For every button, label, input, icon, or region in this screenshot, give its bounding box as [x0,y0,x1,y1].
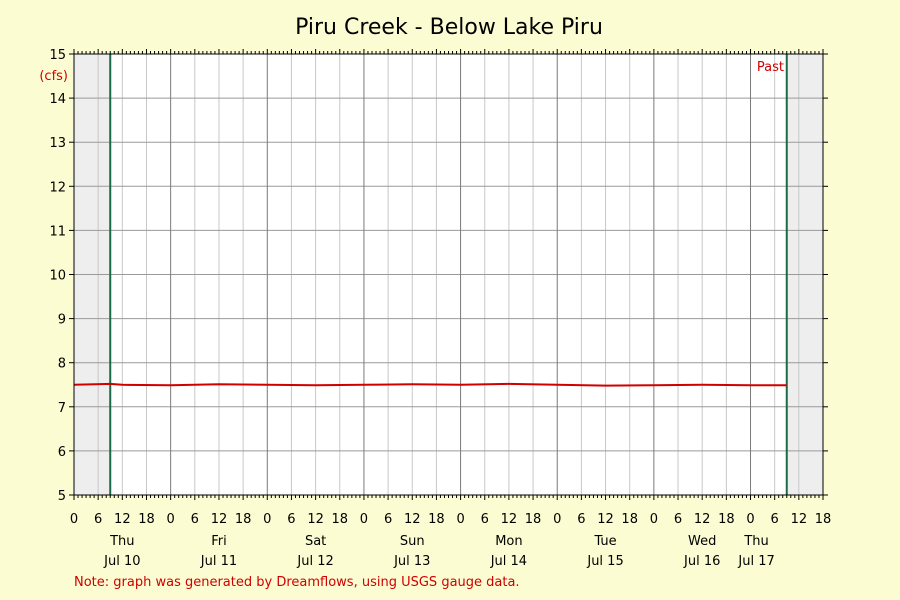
x-hour-label: 6 [577,512,585,527]
x-hour-label: 12 [211,512,228,527]
x-hour-label: 18 [718,512,735,527]
y-tick-label: 14 [49,92,66,107]
chart-title: Piru Creek - Below Lake Piru [295,15,603,40]
x-hour-label: 12 [694,512,711,527]
x-hour-label: 6 [94,512,102,527]
x-hour-label: 18 [235,512,252,527]
x-hour-label: 12 [597,512,614,527]
x-hour-label: 12 [114,512,131,527]
x-date-label: Jul 14 [490,554,527,569]
x-weekday-label: Sun [400,534,425,549]
y-unit-label: (cfs) [39,69,68,84]
x-hour-label: 0 [167,512,175,527]
x-hour-label: 0 [70,512,78,527]
x-hour-label: 6 [384,512,392,527]
x-hour-label: 0 [746,512,754,527]
x-hour-label: 18 [525,512,542,527]
chart-note: Note: graph was generated by Dreamflows,… [74,575,520,590]
series-line-0 [73,382,787,387]
y-tick-label: 5 [58,489,66,504]
x-hour-label: 6 [481,512,489,527]
y-tick-label: 11 [49,224,66,239]
x-hour-label: 0 [650,512,658,527]
x-hour-label: 18 [138,512,155,527]
x-weekday-label: Thu [109,534,134,549]
x-date-label: Jul 16 [683,554,720,569]
y-tick-label: 13 [49,136,66,151]
past-label: Past [757,60,784,75]
x-hour-label: 18 [428,512,445,527]
x-hour-label: 0 [456,512,464,527]
x-weekday-label: Fri [211,534,227,549]
x-hour-label: 6 [191,512,199,527]
y-tick-label: 12 [49,180,66,195]
x-hour-label: 12 [501,512,518,527]
y-tick-label: 9 [58,313,66,328]
x-hour-label: 18 [332,512,349,527]
y-tick-label: 10 [49,269,66,284]
x-date-label: Jul 17 [737,554,774,569]
x-hour-label: 18 [815,512,832,527]
y-tick-label: 8 [58,357,66,372]
x-weekday-label: Tue [593,534,616,549]
y-tick-label: 15 [49,48,66,63]
x-hour-label: 12 [791,512,808,527]
x-hour-label: 6 [674,512,682,527]
x-date-label: Jul 12 [296,554,333,569]
x-hour-label: 12 [404,512,421,527]
x-weekday-label: Thu [743,534,768,549]
y-tick-label: 7 [58,401,66,416]
x-weekday-label: Sat [305,534,326,549]
x-weekday-label: Wed [688,534,716,549]
x-date-label: Jul 15 [586,554,623,569]
x-date-label: Jul 13 [393,554,430,569]
x-hour-label: 0 [263,512,271,527]
x-hour-label: 6 [287,512,295,527]
x-date-label: Jul 11 [200,554,237,569]
x-hour-label: 0 [553,512,561,527]
plot-area: 5 6 7 8 9 10 11 12 13 14 15 0 6 12 18 0 6 12 18 0 6 12 18 0 6 12 1… [49,48,831,569]
x-hour-label: 18 [621,512,638,527]
y-tick-label: 6 [58,445,66,460]
x-weekday-label: Mon [495,534,522,549]
x-hour-label: 12 [307,512,324,527]
x-hour-label: 0 [360,512,368,527]
x-date-label: Jul 10 [103,554,140,569]
x-hour-label: 6 [771,512,779,527]
